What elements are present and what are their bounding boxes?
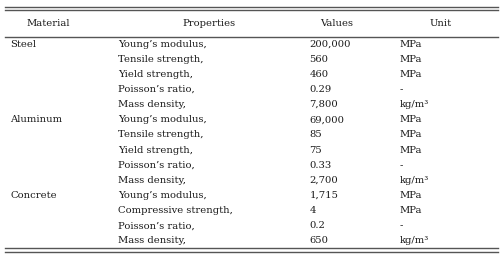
Text: Young’s modulus,: Young’s modulus, xyxy=(118,191,207,200)
Text: Yield strength,: Yield strength, xyxy=(118,146,193,155)
Text: 650: 650 xyxy=(309,236,328,245)
Text: 75: 75 xyxy=(309,146,322,155)
Text: kg/m³: kg/m³ xyxy=(400,100,429,109)
Text: 4: 4 xyxy=(309,206,316,215)
Text: 2,700: 2,700 xyxy=(309,176,338,185)
Text: 0.33: 0.33 xyxy=(309,161,331,170)
Text: 200,000: 200,000 xyxy=(309,40,351,49)
Text: MPa: MPa xyxy=(400,40,423,49)
Text: -: - xyxy=(400,161,403,170)
Text: MPa: MPa xyxy=(400,70,423,79)
Text: MPa: MPa xyxy=(400,115,423,124)
Text: 69,000: 69,000 xyxy=(309,115,345,124)
Text: -: - xyxy=(400,221,403,230)
Text: Tensile strength,: Tensile strength, xyxy=(118,55,204,64)
Text: Properties: Properties xyxy=(182,19,235,28)
Text: kg/m³: kg/m³ xyxy=(400,236,429,245)
Text: Concrete: Concrete xyxy=(10,191,57,200)
Text: Aluminum: Aluminum xyxy=(10,115,62,124)
Text: MPa: MPa xyxy=(400,206,423,215)
Text: Compressive strength,: Compressive strength, xyxy=(118,206,233,215)
Text: 85: 85 xyxy=(309,130,322,139)
Text: Unit: Unit xyxy=(429,19,451,28)
Text: 560: 560 xyxy=(309,55,328,64)
Text: Yield strength,: Yield strength, xyxy=(118,70,193,79)
Text: Young’s modulus,: Young’s modulus, xyxy=(118,40,207,49)
Text: MPa: MPa xyxy=(400,146,423,155)
Text: 0.2: 0.2 xyxy=(309,221,325,230)
Text: Mass density,: Mass density, xyxy=(118,236,186,245)
Text: -: - xyxy=(400,85,403,94)
Text: Poisson’s ratio,: Poisson’s ratio, xyxy=(118,161,195,170)
Text: Steel: Steel xyxy=(10,40,36,49)
Text: 460: 460 xyxy=(309,70,328,79)
Text: MPa: MPa xyxy=(400,130,423,139)
Text: 1,715: 1,715 xyxy=(309,191,339,200)
Text: Poisson’s ratio,: Poisson’s ratio, xyxy=(118,221,195,230)
Text: Tensile strength,: Tensile strength, xyxy=(118,130,204,139)
Text: Values: Values xyxy=(320,19,354,28)
Text: Mass density,: Mass density, xyxy=(118,100,186,109)
Text: kg/m³: kg/m³ xyxy=(400,176,429,185)
Text: Young’s modulus,: Young’s modulus, xyxy=(118,115,207,124)
Text: 7,800: 7,800 xyxy=(309,100,338,109)
Text: Material: Material xyxy=(26,19,69,28)
Text: MPa: MPa xyxy=(400,191,423,200)
Text: MPa: MPa xyxy=(400,55,423,64)
Text: 0.29: 0.29 xyxy=(309,85,331,94)
Text: Poisson’s ratio,: Poisson’s ratio, xyxy=(118,85,195,94)
Text: Mass density,: Mass density, xyxy=(118,176,186,185)
